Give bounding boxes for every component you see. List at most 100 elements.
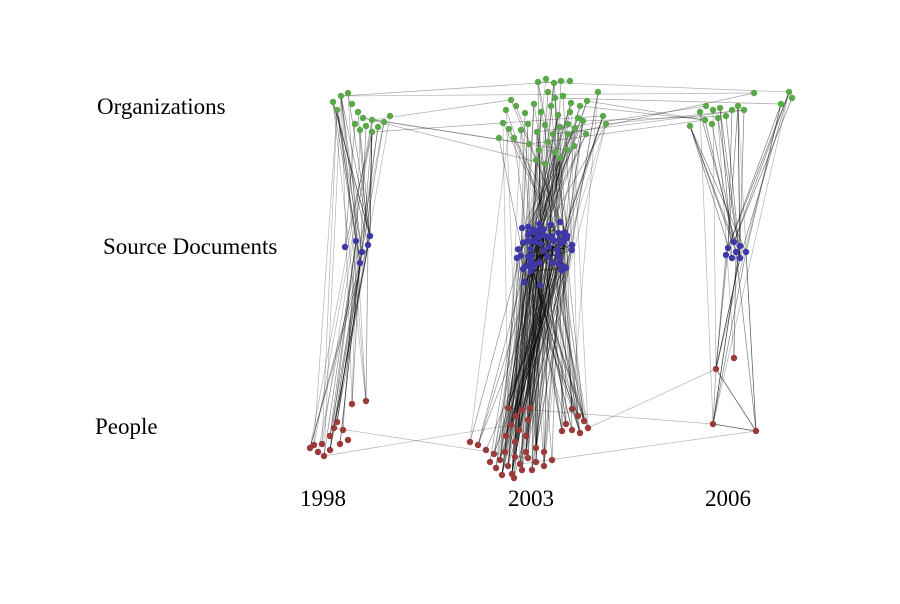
people-node bbox=[508, 422, 514, 428]
people-node bbox=[527, 405, 533, 411]
row-label-people: People bbox=[95, 414, 158, 440]
documents-node bbox=[557, 255, 563, 261]
documents-node bbox=[569, 242, 575, 248]
people-node bbox=[475, 442, 481, 448]
organizations-node bbox=[741, 107, 747, 113]
organizations-node bbox=[558, 78, 564, 84]
people-node bbox=[533, 459, 539, 465]
documents-node bbox=[539, 227, 545, 233]
graph-edge bbox=[713, 252, 746, 424]
graph-edge bbox=[713, 424, 756, 431]
people-node bbox=[559, 428, 565, 434]
organizations-node bbox=[560, 93, 566, 99]
organizations-node bbox=[584, 98, 590, 104]
organizations-node bbox=[542, 122, 548, 128]
documents-node bbox=[365, 242, 371, 248]
organizations-node bbox=[500, 120, 506, 126]
organizations-node bbox=[506, 126, 512, 132]
organizations-node bbox=[600, 113, 606, 119]
documents-node bbox=[545, 253, 551, 259]
documents-node bbox=[557, 240, 563, 246]
organizations-node bbox=[525, 121, 531, 127]
organizations-node bbox=[687, 123, 693, 129]
graph-edge bbox=[700, 112, 740, 258]
organizations-node bbox=[723, 113, 729, 119]
documents-node bbox=[737, 243, 743, 249]
documents-node bbox=[557, 219, 563, 225]
organizations-node bbox=[338, 93, 344, 99]
organizations-node bbox=[511, 135, 517, 141]
documents-node bbox=[525, 232, 531, 238]
organizations-node bbox=[352, 121, 358, 127]
people-node bbox=[349, 401, 355, 407]
organizations-node bbox=[603, 121, 609, 127]
graph-edge bbox=[470, 129, 509, 442]
graph-edge bbox=[520, 431, 756, 464]
people-node bbox=[315, 449, 321, 455]
organizations-node bbox=[548, 103, 554, 109]
documents-node bbox=[531, 262, 537, 268]
organizations-node bbox=[496, 135, 502, 141]
documents-node bbox=[725, 245, 731, 251]
documents-node bbox=[514, 255, 520, 261]
people-node bbox=[502, 449, 508, 455]
organizations-node bbox=[567, 78, 573, 84]
organizations-node bbox=[334, 107, 340, 113]
documents-node bbox=[528, 246, 534, 252]
graph-edge bbox=[734, 98, 792, 242]
people-node bbox=[483, 447, 489, 453]
documents-node bbox=[525, 224, 531, 230]
people-node bbox=[549, 457, 555, 463]
organizations-node bbox=[538, 109, 544, 115]
people-node bbox=[512, 454, 518, 460]
people-node bbox=[563, 421, 569, 427]
people-node bbox=[569, 406, 575, 412]
documents-node bbox=[534, 234, 540, 240]
organizations-node bbox=[369, 129, 375, 135]
organizations-node bbox=[702, 117, 708, 123]
people-node bbox=[523, 449, 529, 455]
documents-node bbox=[541, 247, 547, 253]
organizations-node bbox=[357, 127, 363, 133]
organizations-node bbox=[571, 143, 577, 149]
organizations-node bbox=[717, 105, 723, 111]
documents-node bbox=[555, 230, 561, 236]
organizations-node bbox=[572, 125, 578, 131]
people-node bbox=[345, 437, 351, 443]
organizations-node bbox=[345, 90, 351, 96]
organizations-node bbox=[360, 115, 366, 121]
people-node bbox=[511, 475, 517, 481]
people-node bbox=[575, 413, 581, 419]
documents-node bbox=[536, 221, 542, 227]
people-node bbox=[505, 405, 511, 411]
organizations-node bbox=[536, 147, 542, 153]
organizations-node bbox=[526, 141, 532, 147]
organizations-node bbox=[580, 118, 586, 124]
year-label-1998: 1998 bbox=[300, 486, 346, 512]
people-node bbox=[581, 418, 587, 424]
organizations-node bbox=[534, 129, 540, 135]
organizations-node bbox=[565, 121, 571, 127]
people-node bbox=[499, 472, 505, 478]
people-node bbox=[505, 463, 511, 469]
graph-edge bbox=[716, 248, 728, 369]
documents-node bbox=[737, 255, 743, 261]
people-node bbox=[731, 355, 737, 361]
people-node bbox=[491, 451, 497, 457]
people-node bbox=[340, 427, 346, 433]
people-node bbox=[307, 445, 313, 451]
documents-node bbox=[536, 259, 542, 265]
organizations-node bbox=[375, 124, 381, 130]
organizations-node bbox=[557, 155, 563, 161]
row-label-organizations: Organizations bbox=[97, 94, 226, 120]
organizations-node bbox=[595, 89, 601, 95]
people-node bbox=[523, 433, 529, 439]
organizations-node bbox=[552, 95, 558, 101]
organizations-node bbox=[778, 101, 784, 107]
documents-node bbox=[731, 239, 737, 245]
people-node bbox=[519, 467, 525, 473]
organizations-node bbox=[503, 107, 509, 113]
documents-node bbox=[519, 225, 525, 231]
people-node bbox=[497, 457, 503, 463]
